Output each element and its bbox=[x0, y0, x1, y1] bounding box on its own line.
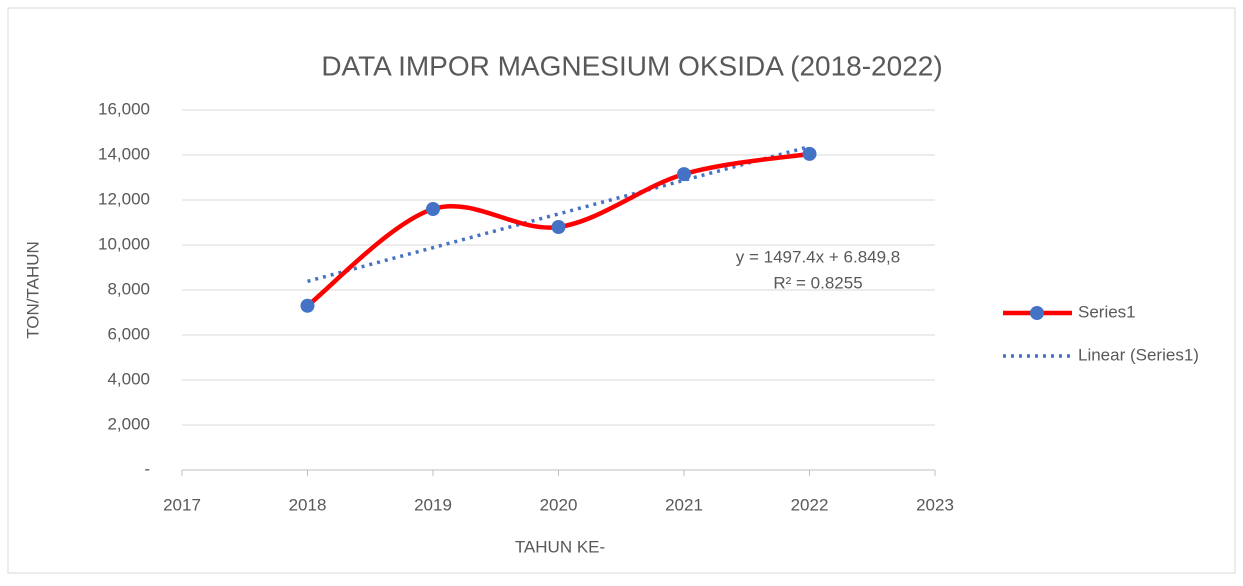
y-axis-label: TON/TAHUN bbox=[23, 241, 42, 339]
point-marker bbox=[677, 167, 691, 182]
x-tick-label: 2019 bbox=[414, 495, 452, 514]
y-tick-label: - bbox=[144, 459, 150, 478]
x-tick-label: 2020 bbox=[540, 495, 578, 514]
x-axis-label: TAHUN KE- bbox=[515, 537, 605, 556]
y-tick-label: 12,000 bbox=[98, 189, 150, 208]
point-marker bbox=[802, 146, 817, 161]
x-tick-label: 2022 bbox=[791, 495, 829, 514]
y-tick-label: 16,000 bbox=[98, 99, 150, 118]
trendline-r2: R² = 0.8255 bbox=[773, 273, 862, 292]
y-tick-label: 4,000 bbox=[107, 369, 150, 388]
legend-label: Linear (Series1) bbox=[1078, 345, 1199, 364]
trend-line bbox=[307, 144, 810, 284]
legend-label: Series1 bbox=[1078, 302, 1136, 321]
y-tick-label: 8,000 bbox=[107, 279, 150, 298]
point-marker bbox=[300, 298, 315, 313]
x-tick-label: 2021 bbox=[665, 495, 703, 514]
y-tick-label: 6,000 bbox=[107, 324, 150, 343]
x-tick-label: 2018 bbox=[289, 495, 327, 514]
point-marker bbox=[551, 220, 566, 234]
y-tick-label: 2,000 bbox=[107, 414, 150, 433]
trendline-equation: y = 1497.4x + 6.849,8 bbox=[736, 247, 900, 266]
point-marker bbox=[426, 202, 440, 216]
x-tick-label: 2023 bbox=[916, 495, 954, 514]
chart-title: DATA IMPOR MAGNESIUM OKSIDA (2018-2022) bbox=[321, 50, 942, 81]
legend-marker bbox=[1030, 306, 1044, 320]
x-tick-label: 2017 bbox=[163, 495, 201, 514]
y-tick-label: 10,000 bbox=[98, 234, 150, 253]
y-tick-label: 14,000 bbox=[98, 144, 150, 163]
